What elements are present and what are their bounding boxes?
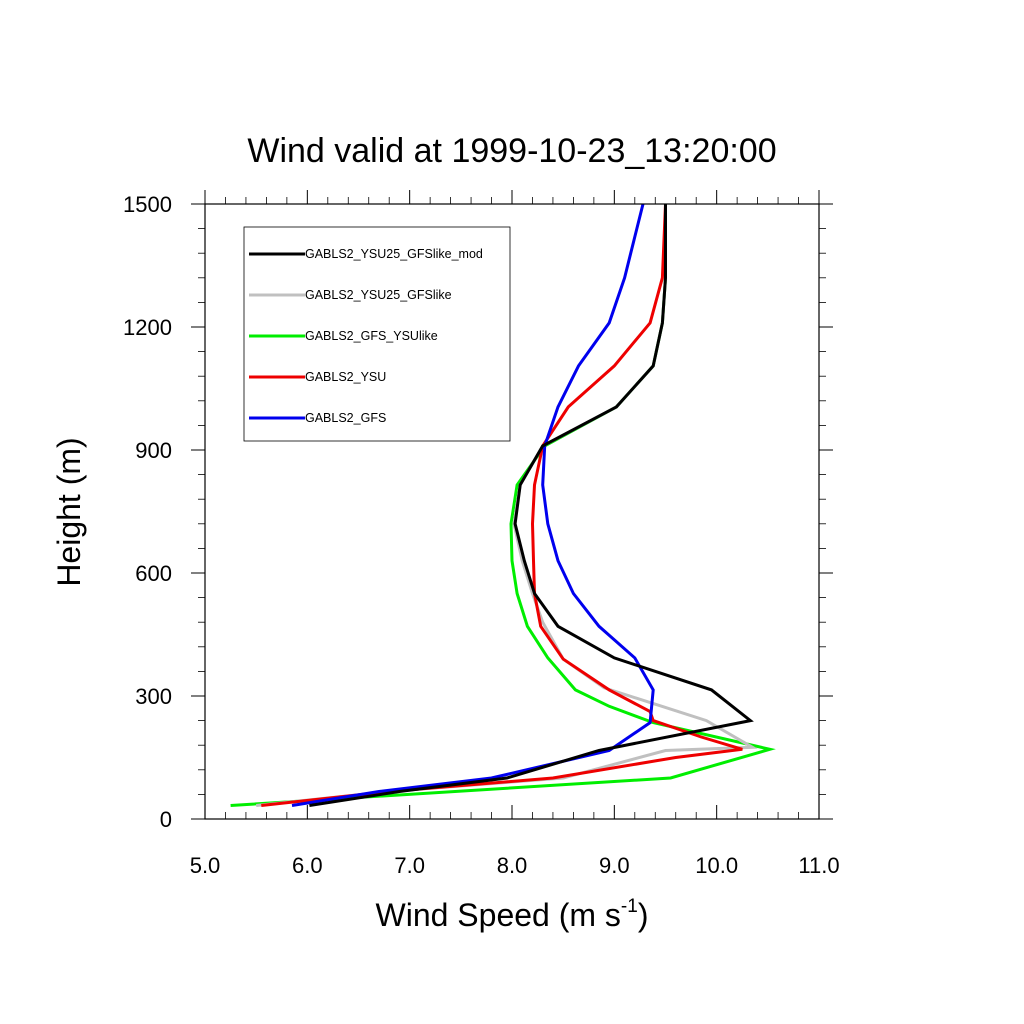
chart-title: Wind valid at 1999-10-23_13:20:00 — [247, 132, 776, 170]
x-tick-label: 8.0 — [497, 853, 528, 878]
y-tick-labels: 0 300 600 900 1200 1500 — [123, 192, 172, 832]
legend-label: GABLS2_YSU25_GFSlike — [305, 288, 452, 302]
y-tick-label: 1200 — [123, 315, 172, 340]
x-tick-label: 9.0 — [599, 853, 630, 878]
series-line-GABLS2_GFS — [291, 204, 655, 807]
legend-label: GABLS2_GFS_YSUlike — [305, 329, 438, 343]
legend-label: GABLS2_YSU25_GFSlike_mod — [305, 247, 483, 261]
y-tick-label: 600 — [135, 561, 172, 586]
y-axis-label: Height (m) — [51, 437, 87, 586]
y-tick-label: 900 — [135, 438, 172, 463]
axis-ticks — [191, 190, 833, 820]
x-axis-label-main: Wind Speed (m s — [376, 897, 621, 933]
series-line-GABLS2_YSU — [261, 204, 743, 807]
x-axis-label-superscript: -1 — [621, 896, 638, 917]
x-tick-label: 5.0 — [190, 853, 221, 878]
series-layer — [230, 204, 776, 807]
x-tick-label: 11.0 — [798, 853, 839, 878]
legend-label: GABLS2_GFS — [305, 411, 386, 425]
x-tick-labels: 5.0 6.0 7.0 8.0 9.0 10.0 11.0 — [190, 853, 840, 878]
y-tick-label: 300 — [135, 684, 172, 709]
series-line-GABLS2_YSU25_GFSlike_mod — [309, 204, 754, 807]
x-tick-label: 10.0 — [695, 853, 738, 878]
x-tick-label: 7.0 — [394, 853, 425, 878]
y-tick-label: 0 — [160, 807, 172, 832]
x-axis-label: Wind Speed (m s-1) — [376, 896, 649, 933]
legend-box — [243, 226, 511, 442]
x-axis-label-close: ) — [638, 897, 649, 933]
legend-label: GABLS2_YSU — [305, 370, 386, 384]
x-tick-label: 6.0 — [292, 853, 323, 878]
legend: GABLS2_YSU25_GFSlike_mod GABLS2_YSU25_GFS… — [243, 226, 511, 442]
y-tick-label: 1500 — [123, 192, 172, 217]
